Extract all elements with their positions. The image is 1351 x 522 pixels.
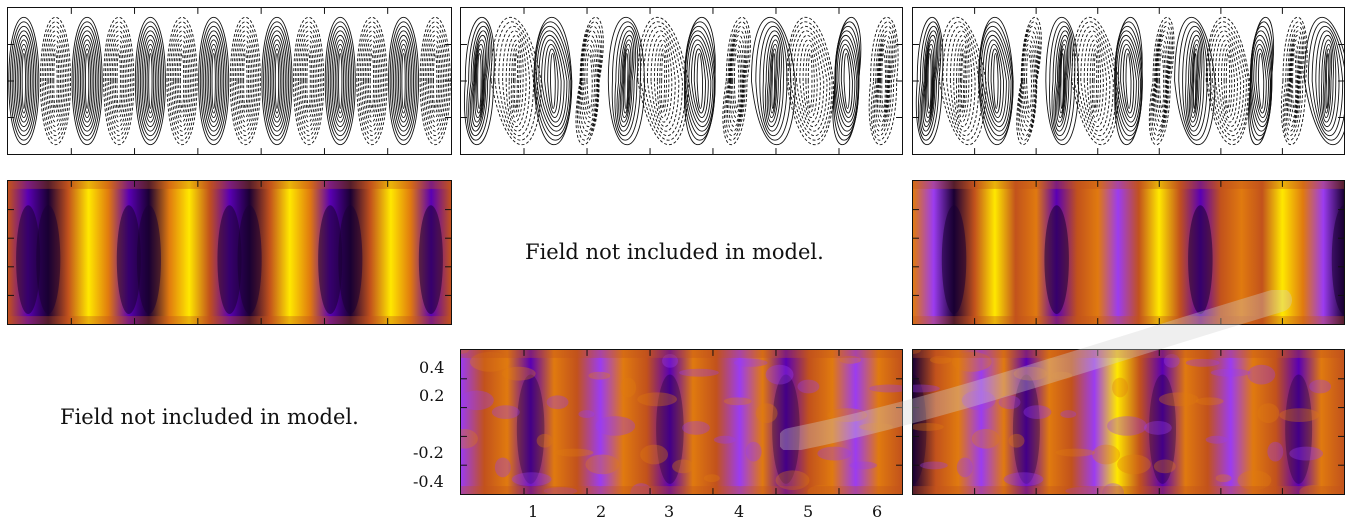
contour-cell — [261, 17, 293, 145]
contour-cell — [71, 17, 103, 145]
field-plot-row3-right — [913, 350, 1344, 494]
y-tick-label: 0.4 — [419, 358, 445, 377]
contour-panel-middle — [460, 7, 903, 155]
contour-cell — [1280, 17, 1308, 145]
contour-cell — [8, 17, 40, 145]
axis-ticks — [8, 181, 451, 324]
contour-cell — [1071, 17, 1120, 145]
axis-ticks — [461, 8, 902, 154]
field-overlay — [16, 205, 443, 314]
x-tick-label: 4 — [734, 502, 745, 521]
y-tick-label: -0.2 — [413, 443, 444, 462]
contour-cell — [637, 17, 689, 145]
field-overlay — [913, 350, 1332, 494]
contour-cell — [751, 17, 796, 145]
contour-cell — [1148, 17, 1175, 145]
field-gradient — [913, 181, 1344, 324]
contour-cell — [293, 17, 325, 145]
y-tick-label: -0.4 — [413, 472, 444, 491]
x-tick-label: 3 — [664, 502, 675, 521]
x-tick-label: 2 — [596, 502, 607, 521]
contour-cell — [1304, 17, 1344, 145]
contour-cell — [134, 17, 166, 145]
contour-cell — [1016, 17, 1042, 145]
axis-ticks — [913, 350, 1344, 494]
y-tick-label: 0.2 — [419, 386, 445, 405]
contour-cell — [1248, 17, 1274, 145]
contour-plot-right — [913, 8, 1344, 154]
field-panel-row3-middle — [460, 349, 903, 495]
contour-cell — [575, 17, 604, 145]
contour-cell — [1174, 17, 1216, 145]
axis-ticks — [913, 181, 1344, 324]
contour-cell — [938, 17, 987, 145]
contour-panel-left — [7, 7, 452, 155]
contour-plot-middle — [461, 8, 902, 154]
field-panel-row2-right — [912, 180, 1345, 325]
contour-cell — [356, 17, 388, 145]
contour-cell — [324, 17, 356, 145]
contour-cell — [533, 17, 573, 145]
field-overlay — [461, 350, 902, 494]
contour-cell — [786, 17, 835, 145]
axis-ticks — [8, 8, 451, 154]
contour-cell — [1045, 17, 1079, 145]
contour-cell — [722, 17, 751, 145]
field-plot-row2-left — [8, 181, 451, 324]
contour-cell — [388, 17, 420, 145]
contour-cell — [229, 17, 261, 145]
contour-cell — [832, 17, 862, 145]
contour-panel-right — [912, 7, 1345, 155]
missing-field-note: Field not included in model. — [60, 405, 359, 429]
contour-cell — [607, 17, 645, 145]
field-panel-row2-left — [7, 180, 452, 325]
contour-cell — [915, 17, 944, 145]
field-gradient — [461, 350, 902, 494]
missing-field-note: Field not included in model. — [525, 240, 824, 264]
field-panel-row3-right — [912, 349, 1345, 495]
contour-cell — [39, 17, 71, 145]
contour-cell — [103, 17, 135, 145]
contour-cell — [166, 17, 198, 145]
field-plot-row3-middle — [461, 350, 902, 494]
contour-cell — [868, 17, 899, 145]
field-gradient — [913, 350, 1344, 494]
contour-cell — [1205, 17, 1251, 145]
field-plot-row2-right — [913, 181, 1344, 324]
contour-plot-left — [8, 8, 451, 154]
contour-cell — [684, 17, 716, 145]
contour-cell — [978, 17, 1014, 145]
contour-cell — [1114, 17, 1143, 145]
x-tick-label: 6 — [872, 502, 883, 521]
field-overlay — [941, 205, 1344, 314]
contour-cell — [198, 17, 230, 145]
contour-cell — [464, 17, 495, 145]
axis-ticks — [913, 8, 1344, 154]
x-tick-label: 5 — [803, 502, 814, 521]
axis-ticks — [461, 350, 902, 494]
x-tick-label: 1 — [528, 502, 539, 521]
